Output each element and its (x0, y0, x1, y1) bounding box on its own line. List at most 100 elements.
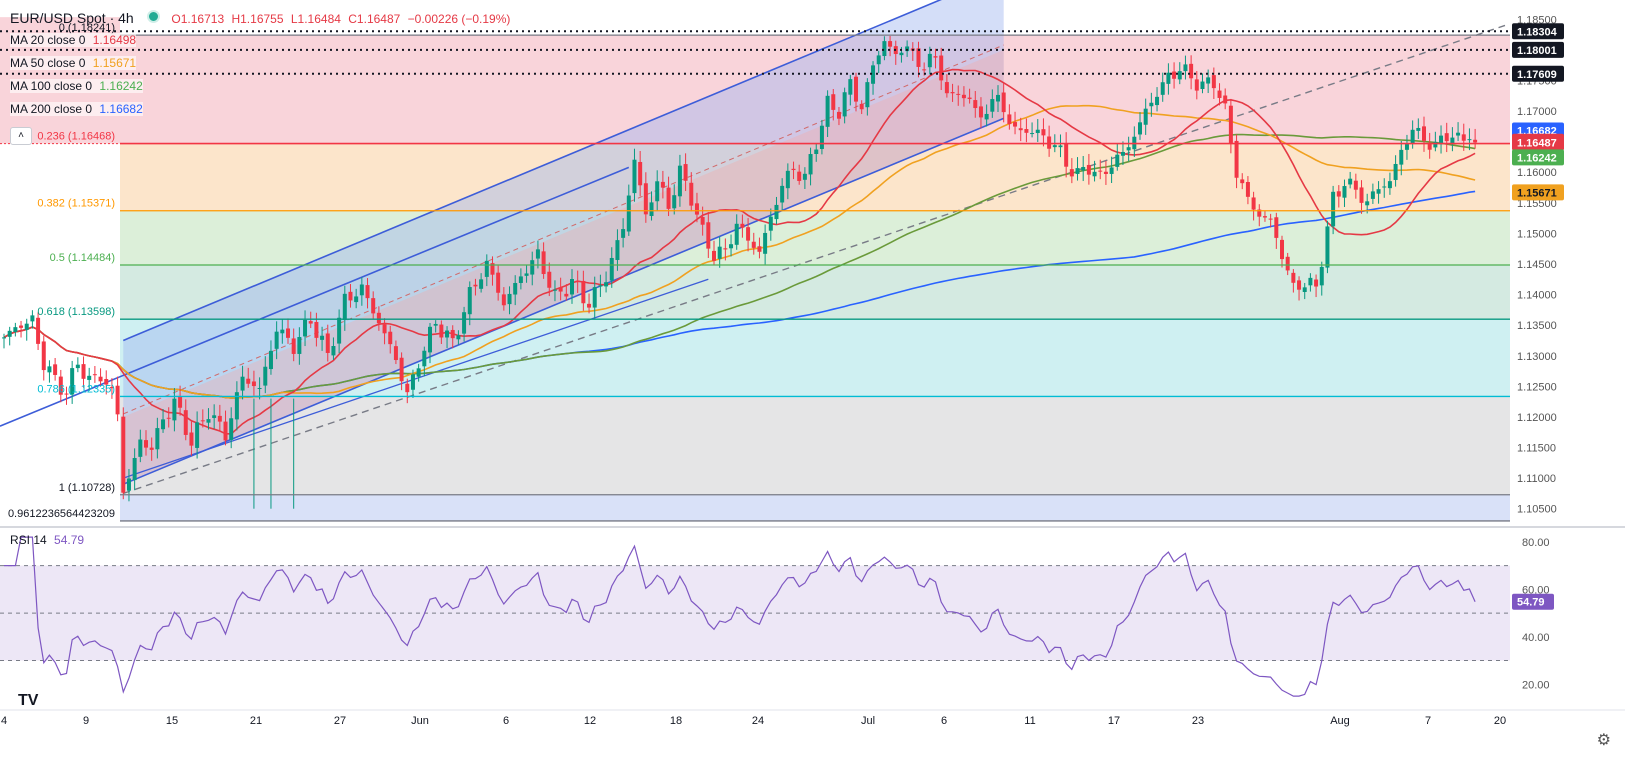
symbol-header: EUR/USD Spot · 4h O1.16713 H1.16755 L1.1… (10, 10, 510, 26)
candle-body (706, 222, 711, 249)
candle-body (354, 296, 359, 303)
time-tick-label: 18 (670, 715, 682, 727)
price-tick-label: 1.12500 (1517, 381, 1557, 393)
price-tick-label: 1.11000 (1517, 473, 1556, 485)
ma200-label: MA 200 close 0 (10, 102, 93, 116)
candle-body (416, 368, 421, 377)
candle-body (183, 410, 188, 435)
candle-body (666, 187, 671, 209)
candle-body (831, 94, 836, 110)
ma50-value: 1.15671 (92, 56, 137, 70)
candle-body (1450, 137, 1455, 144)
candle-body (1092, 171, 1097, 177)
candle-body (598, 285, 603, 287)
candle-body (257, 388, 262, 390)
price-tick-label: 1.16000 (1517, 167, 1557, 179)
candle-body (888, 41, 893, 47)
candle-body (876, 55, 881, 65)
candle-body (1245, 181, 1250, 197)
candle-body (564, 293, 569, 297)
tradingview-logo[interactable]: TV (18, 692, 39, 709)
candle-body (547, 271, 552, 288)
ma200-value: 1.16682 (99, 102, 143, 116)
price-label-tag-1 (1512, 41, 1564, 58)
candle-body (1047, 136, 1052, 149)
price-label-tag-7 (1512, 184, 1564, 201)
candle-body (376, 312, 381, 324)
candle-body (1433, 141, 1438, 148)
candle-body (388, 331, 393, 345)
candle-body (723, 248, 728, 250)
symbol-title[interactable]: EUR/USD Spot · 4h (10, 10, 134, 26)
candle-body (217, 415, 222, 422)
candle-body (734, 223, 739, 245)
channel-lower-line (122, 117, 1004, 485)
candle-body (206, 419, 211, 423)
candle-body (428, 326, 432, 353)
candle-body (47, 366, 52, 373)
time-tick-label: 21 (250, 715, 262, 727)
candle-body (422, 350, 427, 367)
candle-body (927, 53, 932, 68)
candle-body (626, 195, 631, 232)
time-tick-label: 4 (1, 715, 7, 727)
candle-body (1069, 169, 1074, 177)
candle-body (473, 284, 478, 287)
candle-body (1206, 77, 1211, 84)
candle-body (268, 350, 273, 370)
candle-body (967, 97, 972, 99)
candle-body (24, 323, 29, 330)
rsi-tick-label: 80.00 (1522, 537, 1550, 549)
ma200-legend[interactable]: MA 200 close 0 1.16682 (10, 102, 143, 116)
candle-body (916, 48, 921, 67)
candle-body (189, 432, 194, 446)
candle-body (450, 329, 455, 339)
candle-body (797, 171, 802, 181)
ma100-legend[interactable]: MA 100 close 0 1.16242 (10, 79, 143, 93)
fib-label-1: 1 (1.10728) (59, 482, 115, 494)
candle-body (1058, 145, 1063, 148)
candle-body (1240, 179, 1245, 184)
candle-body (1427, 142, 1432, 150)
rsi-value-tag-text: 54.79 (1517, 597, 1545, 609)
candle-body (740, 223, 745, 228)
rsi-legend[interactable]: RSI 14 54.79 (10, 533, 84, 547)
ma50-legend[interactable]: MA 50 close 0 1.15671 (10, 56, 137, 70)
change-value: −0.00226 (−0.19%) (407, 12, 511, 26)
candle-body (149, 447, 154, 450)
price-label-tag-6 (1512, 149, 1564, 166)
candle-body (467, 287, 472, 315)
time-tick-label: 20 (1494, 715, 1506, 727)
candle-body (104, 379, 109, 385)
candle-body (552, 289, 557, 291)
candle-body (660, 181, 665, 188)
candle-body (2, 337, 6, 339)
candle-body (1172, 71, 1177, 79)
collapse-legend-button[interactable]: ˄ (10, 127, 32, 145)
candle-body (496, 272, 501, 293)
candle-body (223, 421, 228, 441)
candle-body (325, 333, 330, 353)
ma20-legend[interactable]: MA 20 close 0 1.16498 (10, 33, 137, 47)
candle-body (1228, 105, 1233, 143)
candle-body (541, 251, 546, 275)
gear-icon[interactable]: ⚙ (1596, 732, 1611, 749)
candle-body (1370, 191, 1375, 199)
candle-body (212, 415, 217, 418)
candle-body (836, 111, 841, 119)
candle-body (280, 329, 285, 334)
candle-body (791, 168, 796, 171)
high-value: H1.16755 (231, 12, 284, 26)
candle-body (1319, 266, 1324, 286)
candle-body (882, 41, 887, 57)
candle-body (1399, 149, 1404, 165)
candle-body (115, 385, 120, 415)
candle-body (1234, 140, 1239, 178)
candle-body (445, 330, 450, 338)
candle-body (1456, 132, 1461, 136)
time-tick-label: 24 (752, 715, 764, 727)
candle-body (1064, 143, 1069, 167)
time-tick-label: 27 (334, 715, 346, 727)
candle-body (814, 149, 819, 155)
